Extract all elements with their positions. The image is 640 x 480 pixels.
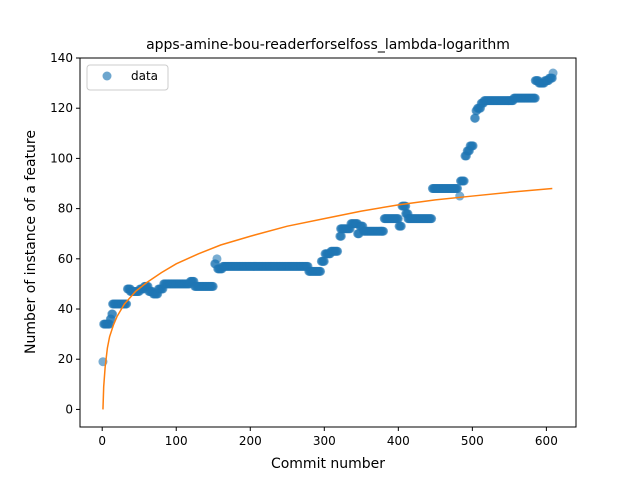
data-point (209, 282, 218, 291)
y-tick-label: 80 (58, 202, 73, 216)
y-axis-label: Number of instance of a feature (23, 130, 39, 354)
data-point (549, 69, 558, 78)
plot-area (80, 58, 576, 427)
y-tick-label: 60 (58, 252, 73, 266)
data-point (212, 254, 221, 263)
x-tick-label: 500 (461, 434, 484, 448)
data-point (379, 227, 388, 236)
x-tick-label: 200 (239, 434, 262, 448)
x-axis-label: Commit number (271, 456, 385, 472)
data-point (333, 247, 342, 256)
data-point (427, 214, 436, 223)
x-tick-label: 600 (535, 434, 558, 448)
x-tick-label: 400 (387, 434, 410, 448)
chart-title: apps-amine-bou-readerforselfoss_lambda-l… (146, 37, 510, 53)
y-tick-label: 20 (58, 352, 73, 366)
data-point (397, 222, 406, 231)
x-tick-label: 0 (98, 434, 106, 448)
legend: data (87, 65, 168, 90)
data-point (469, 141, 478, 150)
y-tick-label: 100 (50, 151, 73, 165)
x-tick-label: 300 (313, 434, 336, 448)
y-tick-label: 120 (50, 101, 73, 115)
data-point (316, 267, 325, 276)
data-point (455, 192, 464, 201)
data-point (460, 177, 469, 186)
legend-marker (103, 72, 112, 81)
data-point (108, 310, 117, 319)
y-tick-label: 140 (50, 51, 73, 65)
plot-background (80, 58, 576, 427)
x-tick-label: 100 (165, 434, 188, 448)
y-tick-label: 0 (65, 402, 73, 416)
legend-label: data (131, 69, 158, 83)
data-point (531, 94, 540, 103)
y-tick-label: 40 (58, 302, 73, 316)
